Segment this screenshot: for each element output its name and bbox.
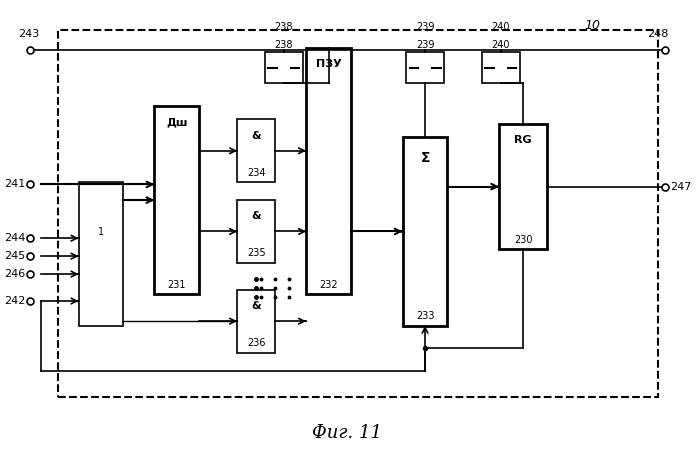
Text: 240: 240 xyxy=(491,22,510,32)
Text: 239: 239 xyxy=(416,22,434,32)
Text: &: & xyxy=(252,131,261,141)
Bar xyxy=(78,182,124,326)
Text: 243: 243 xyxy=(18,29,39,39)
Text: &: & xyxy=(252,301,261,311)
Bar xyxy=(306,48,351,294)
Text: 245: 245 xyxy=(4,251,25,261)
Text: 236: 236 xyxy=(247,338,266,348)
Text: 232: 232 xyxy=(319,280,338,290)
Bar xyxy=(237,290,275,353)
Text: 230: 230 xyxy=(514,235,533,245)
Text: RG: RG xyxy=(514,135,532,145)
Bar xyxy=(403,137,447,326)
Text: 234: 234 xyxy=(247,168,266,178)
Text: 240: 240 xyxy=(491,40,510,50)
Bar xyxy=(499,124,547,249)
Text: 238: 238 xyxy=(275,40,293,50)
Text: 238: 238 xyxy=(275,22,293,32)
Bar xyxy=(237,119,275,182)
Text: 233: 233 xyxy=(416,311,434,321)
Text: 248: 248 xyxy=(647,29,668,39)
Text: Σ: Σ xyxy=(420,151,430,165)
Bar xyxy=(58,30,658,397)
Text: 1: 1 xyxy=(98,227,104,237)
Bar xyxy=(482,52,520,84)
Text: ПЗУ: ПЗУ xyxy=(316,59,341,69)
Bar xyxy=(406,52,444,84)
Text: 241: 241 xyxy=(4,179,25,189)
Text: 239: 239 xyxy=(416,40,434,50)
Text: 247: 247 xyxy=(670,182,691,192)
Text: Φиг. 11: Φиг. 11 xyxy=(312,424,382,442)
Text: 242: 242 xyxy=(4,296,26,306)
Text: 235: 235 xyxy=(247,248,266,258)
Text: 231: 231 xyxy=(168,280,186,290)
Bar xyxy=(237,200,275,263)
Text: &: & xyxy=(252,211,261,221)
Text: Дш: Дш xyxy=(166,117,187,127)
Bar xyxy=(265,52,303,84)
Text: 246: 246 xyxy=(4,269,25,279)
Text: 10: 10 xyxy=(584,19,600,32)
Text: 244: 244 xyxy=(4,233,26,243)
Bar xyxy=(154,106,199,294)
